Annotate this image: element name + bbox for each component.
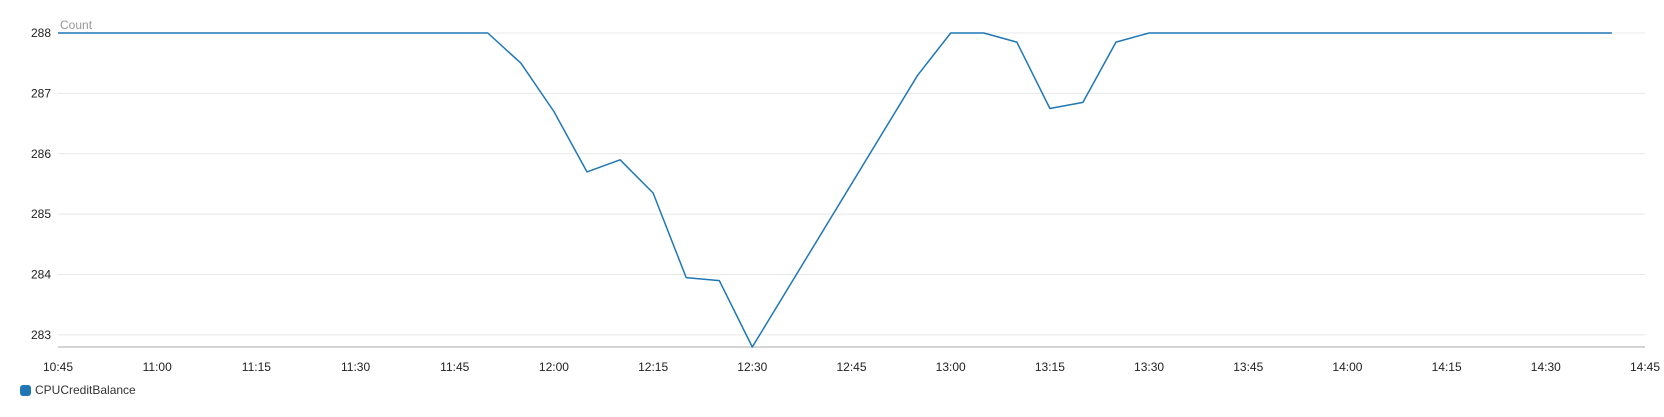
x-tick-label: 13:00	[936, 360, 966, 374]
x-tick-label: 14:15	[1432, 360, 1462, 374]
y-tick-label: 287	[31, 86, 51, 100]
x-tick-label: 10:45	[43, 360, 73, 374]
legend-label-cpucreditbalance: CPUCreditBalance	[35, 383, 136, 397]
y-tick-label: 286	[31, 147, 51, 161]
y-tick-label: 288	[31, 26, 51, 40]
x-tick-label: 14:45	[1630, 360, 1660, 374]
x-tick-label: 13:15	[1035, 360, 1065, 374]
x-tick-label: 12:00	[539, 360, 569, 374]
x-tick-label: 12:15	[638, 360, 668, 374]
x-tick-label: 11:45	[440, 360, 469, 374]
x-axis-labels: 10:45 11:00 11:15 11:30 11:45 12:00 12:15 12:30…	[43, 360, 1660, 374]
y-tick-label: 283	[31, 328, 51, 342]
series-lines	[58, 32, 1612, 348]
x-tick-label: 11:30	[341, 360, 370, 374]
x-tick-label: 13:30	[1134, 360, 1164, 374]
x-tick-label: 14:00	[1332, 360, 1362, 374]
y-tick-label: 284	[31, 268, 51, 282]
legend-swatch-cpucreditbalance	[20, 384, 31, 396]
x-tick-label: 11:00	[143, 360, 172, 374]
x-tick-label: 13:45	[1233, 360, 1263, 374]
series-line-cpucreditbalance	[58, 32, 1612, 348]
x-tick-label: 12:30	[737, 360, 767, 374]
y-axis-unit-label: Count	[60, 18, 93, 32]
x-tick-label: 12:45	[836, 360, 866, 374]
legend[interactable]: CPUCreditBalance	[20, 383, 136, 397]
x-tick-label: 11:15	[242, 360, 271, 374]
y-axis-labels: 283 284 285 286 287 288	[31, 26, 51, 342]
y-tick-label: 285	[31, 207, 51, 221]
x-tick-label: 14:30	[1531, 360, 1561, 374]
